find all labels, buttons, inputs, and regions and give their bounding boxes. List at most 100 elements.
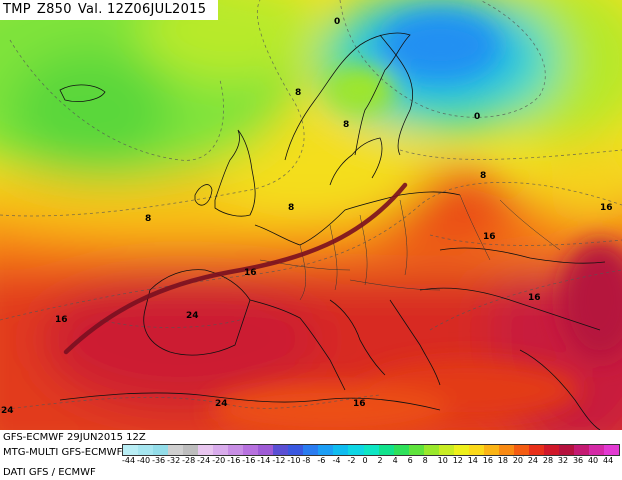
color-scale-tick: 12 bbox=[452, 456, 463, 465]
color-scale-tick: 2 bbox=[377, 456, 383, 465]
color-scale-swatch bbox=[348, 445, 364, 455]
contour-label: 16 bbox=[244, 268, 257, 278]
color-scale-swatch bbox=[378, 445, 394, 455]
variable-label: TMP bbox=[3, 2, 31, 17]
model-run-label: GFS-ECMWF 29JUN2015 12Z bbox=[3, 432, 146, 443]
color-scale-tick: 10 bbox=[437, 456, 448, 465]
color-scale-tick: -28 bbox=[182, 456, 196, 465]
color-scale-tick: -8 bbox=[302, 456, 311, 465]
isotherm-lines bbox=[0, 0, 622, 411]
color-scale-swatch bbox=[423, 445, 439, 455]
color-scale-swatch bbox=[243, 445, 259, 455]
contour-label: 16 bbox=[483, 232, 496, 242]
color-scale-swatch bbox=[198, 445, 214, 455]
map-title: TMP Z850 Val. 12Z06JUL2015 bbox=[0, 0, 219, 20]
color-scale-swatch bbox=[543, 445, 559, 455]
color-scale-tick: 0 bbox=[362, 456, 368, 465]
color-scale-tick: -4 bbox=[332, 456, 341, 465]
models-label: MTG-MULTI GFS-ECMWF bbox=[3, 447, 123, 458]
color-scale-tick: -12 bbox=[272, 456, 286, 465]
trough-line bbox=[63, 182, 408, 355]
color-scale-tick: 20 bbox=[512, 456, 523, 465]
contour-label: 8 bbox=[295, 88, 301, 98]
color-scale-tick: -2 bbox=[347, 456, 356, 465]
color-scale-tick: 16 bbox=[482, 456, 493, 465]
contour-label: 0 bbox=[334, 17, 340, 27]
color-scale-swatch bbox=[303, 445, 319, 455]
color-scale-swatch bbox=[138, 445, 154, 455]
color-scale-tick: -14 bbox=[257, 456, 271, 465]
color-scale-swatch bbox=[288, 445, 304, 455]
color-scale-tick: -10 bbox=[287, 456, 301, 465]
color-scale-swatch bbox=[213, 445, 229, 455]
country-borders bbox=[259, 194, 561, 301]
color-scale-tick: 18 bbox=[497, 456, 508, 465]
temperature-map: 0 0 8 8 8 8 8 16 16 16 16 16 24 24 24 16 bbox=[0, 0, 622, 430]
color-scale-tick: 36 bbox=[572, 456, 584, 465]
contour-label: 16 bbox=[55, 315, 68, 325]
color-scale-tick: -36 bbox=[152, 456, 166, 465]
color-scale-swatch bbox=[333, 445, 349, 455]
color-scale-swatch bbox=[228, 445, 244, 455]
contour-label: 16 bbox=[528, 293, 541, 303]
color-scale-tick: 24 bbox=[527, 456, 539, 465]
contour-labels: 0 0 8 8 8 8 8 16 16 16 16 16 24 24 24 16 bbox=[1, 17, 613, 416]
color-scale-swatch bbox=[453, 445, 469, 455]
color-scale-tick: -24 bbox=[197, 456, 211, 465]
color-scale-ticks: -44 -40 -36 -32 -28 -24 -20 -16 -16 -14 -12 -10 -8 -6… bbox=[122, 456, 618, 466]
contour-label: 8 bbox=[343, 120, 349, 130]
color-scale-tick: -20 bbox=[212, 456, 226, 465]
color-scale-tick: -6 bbox=[317, 456, 326, 465]
contour-label: 8 bbox=[288, 203, 294, 213]
color-scale-swatch bbox=[258, 445, 274, 455]
color-scale-tick: -32 bbox=[167, 456, 181, 465]
color-scale-swatch bbox=[123, 445, 139, 455]
data-source-label: DATI GFS / ECMWF bbox=[3, 467, 96, 478]
color-scale-tick: 44 bbox=[603, 456, 614, 465]
color-scale-tick: -44 bbox=[122, 456, 136, 465]
color-scale-tick: 14 bbox=[467, 456, 478, 465]
coastlines bbox=[59, 32, 606, 430]
color-scale-swatch bbox=[558, 445, 574, 455]
level-label: Z850 bbox=[36, 2, 72, 17]
color-scale-swatch bbox=[408, 445, 424, 455]
color-scale-tick: -40 bbox=[137, 456, 151, 465]
contour-label: 24 bbox=[1, 406, 14, 416]
color-scale-tick: 28 bbox=[542, 456, 554, 465]
color-scale-swatch bbox=[153, 445, 169, 455]
contour-label: 8 bbox=[145, 214, 151, 224]
color-scale-swatch bbox=[363, 445, 379, 455]
color-scale-swatch bbox=[528, 445, 544, 455]
color-scale-swatch bbox=[393, 445, 409, 455]
legend-footer: GFS-ECMWF 29JUN2015 12Z MTG-MULTI GFS-EC… bbox=[0, 430, 622, 480]
contour-label: 24 bbox=[186, 311, 199, 321]
contour-label: 0 bbox=[474, 112, 480, 122]
color-scale-swatch bbox=[318, 445, 334, 455]
contour-label: 16 bbox=[353, 399, 366, 409]
color-scale-swatch bbox=[498, 445, 514, 455]
color-scale-tick: -16 bbox=[227, 456, 241, 465]
color-scale-swatch bbox=[604, 445, 620, 455]
color-scale-swatch bbox=[438, 445, 454, 455]
color-scale-swatch bbox=[168, 445, 184, 455]
contour-label: 24 bbox=[215, 399, 228, 409]
valid-time-label: Val. 12Z06JUL2015 bbox=[77, 2, 207, 17]
color-scale-tick: 32 bbox=[557, 456, 569, 465]
temperature-field bbox=[0, 0, 622, 430]
color-scale-swatch bbox=[483, 445, 499, 455]
color-scale-swatch bbox=[588, 445, 604, 455]
color-scale-swatch bbox=[273, 445, 289, 455]
color-scale-tick: 6 bbox=[407, 456, 413, 465]
color-scale-swatch bbox=[573, 445, 589, 455]
color-scale-bar bbox=[122, 444, 620, 456]
contour-label: 16 bbox=[600, 203, 613, 213]
color-scale-swatch bbox=[468, 445, 484, 455]
color-scale-tick: 40 bbox=[587, 456, 599, 465]
color-scale-swatch bbox=[183, 445, 199, 455]
color-scale-tick: -16 bbox=[242, 456, 256, 465]
color-scale-tick: 8 bbox=[422, 456, 428, 465]
contour-label: 8 bbox=[480, 171, 486, 181]
color-scale-tick: 4 bbox=[392, 456, 398, 465]
color-scale-swatch bbox=[513, 445, 529, 455]
